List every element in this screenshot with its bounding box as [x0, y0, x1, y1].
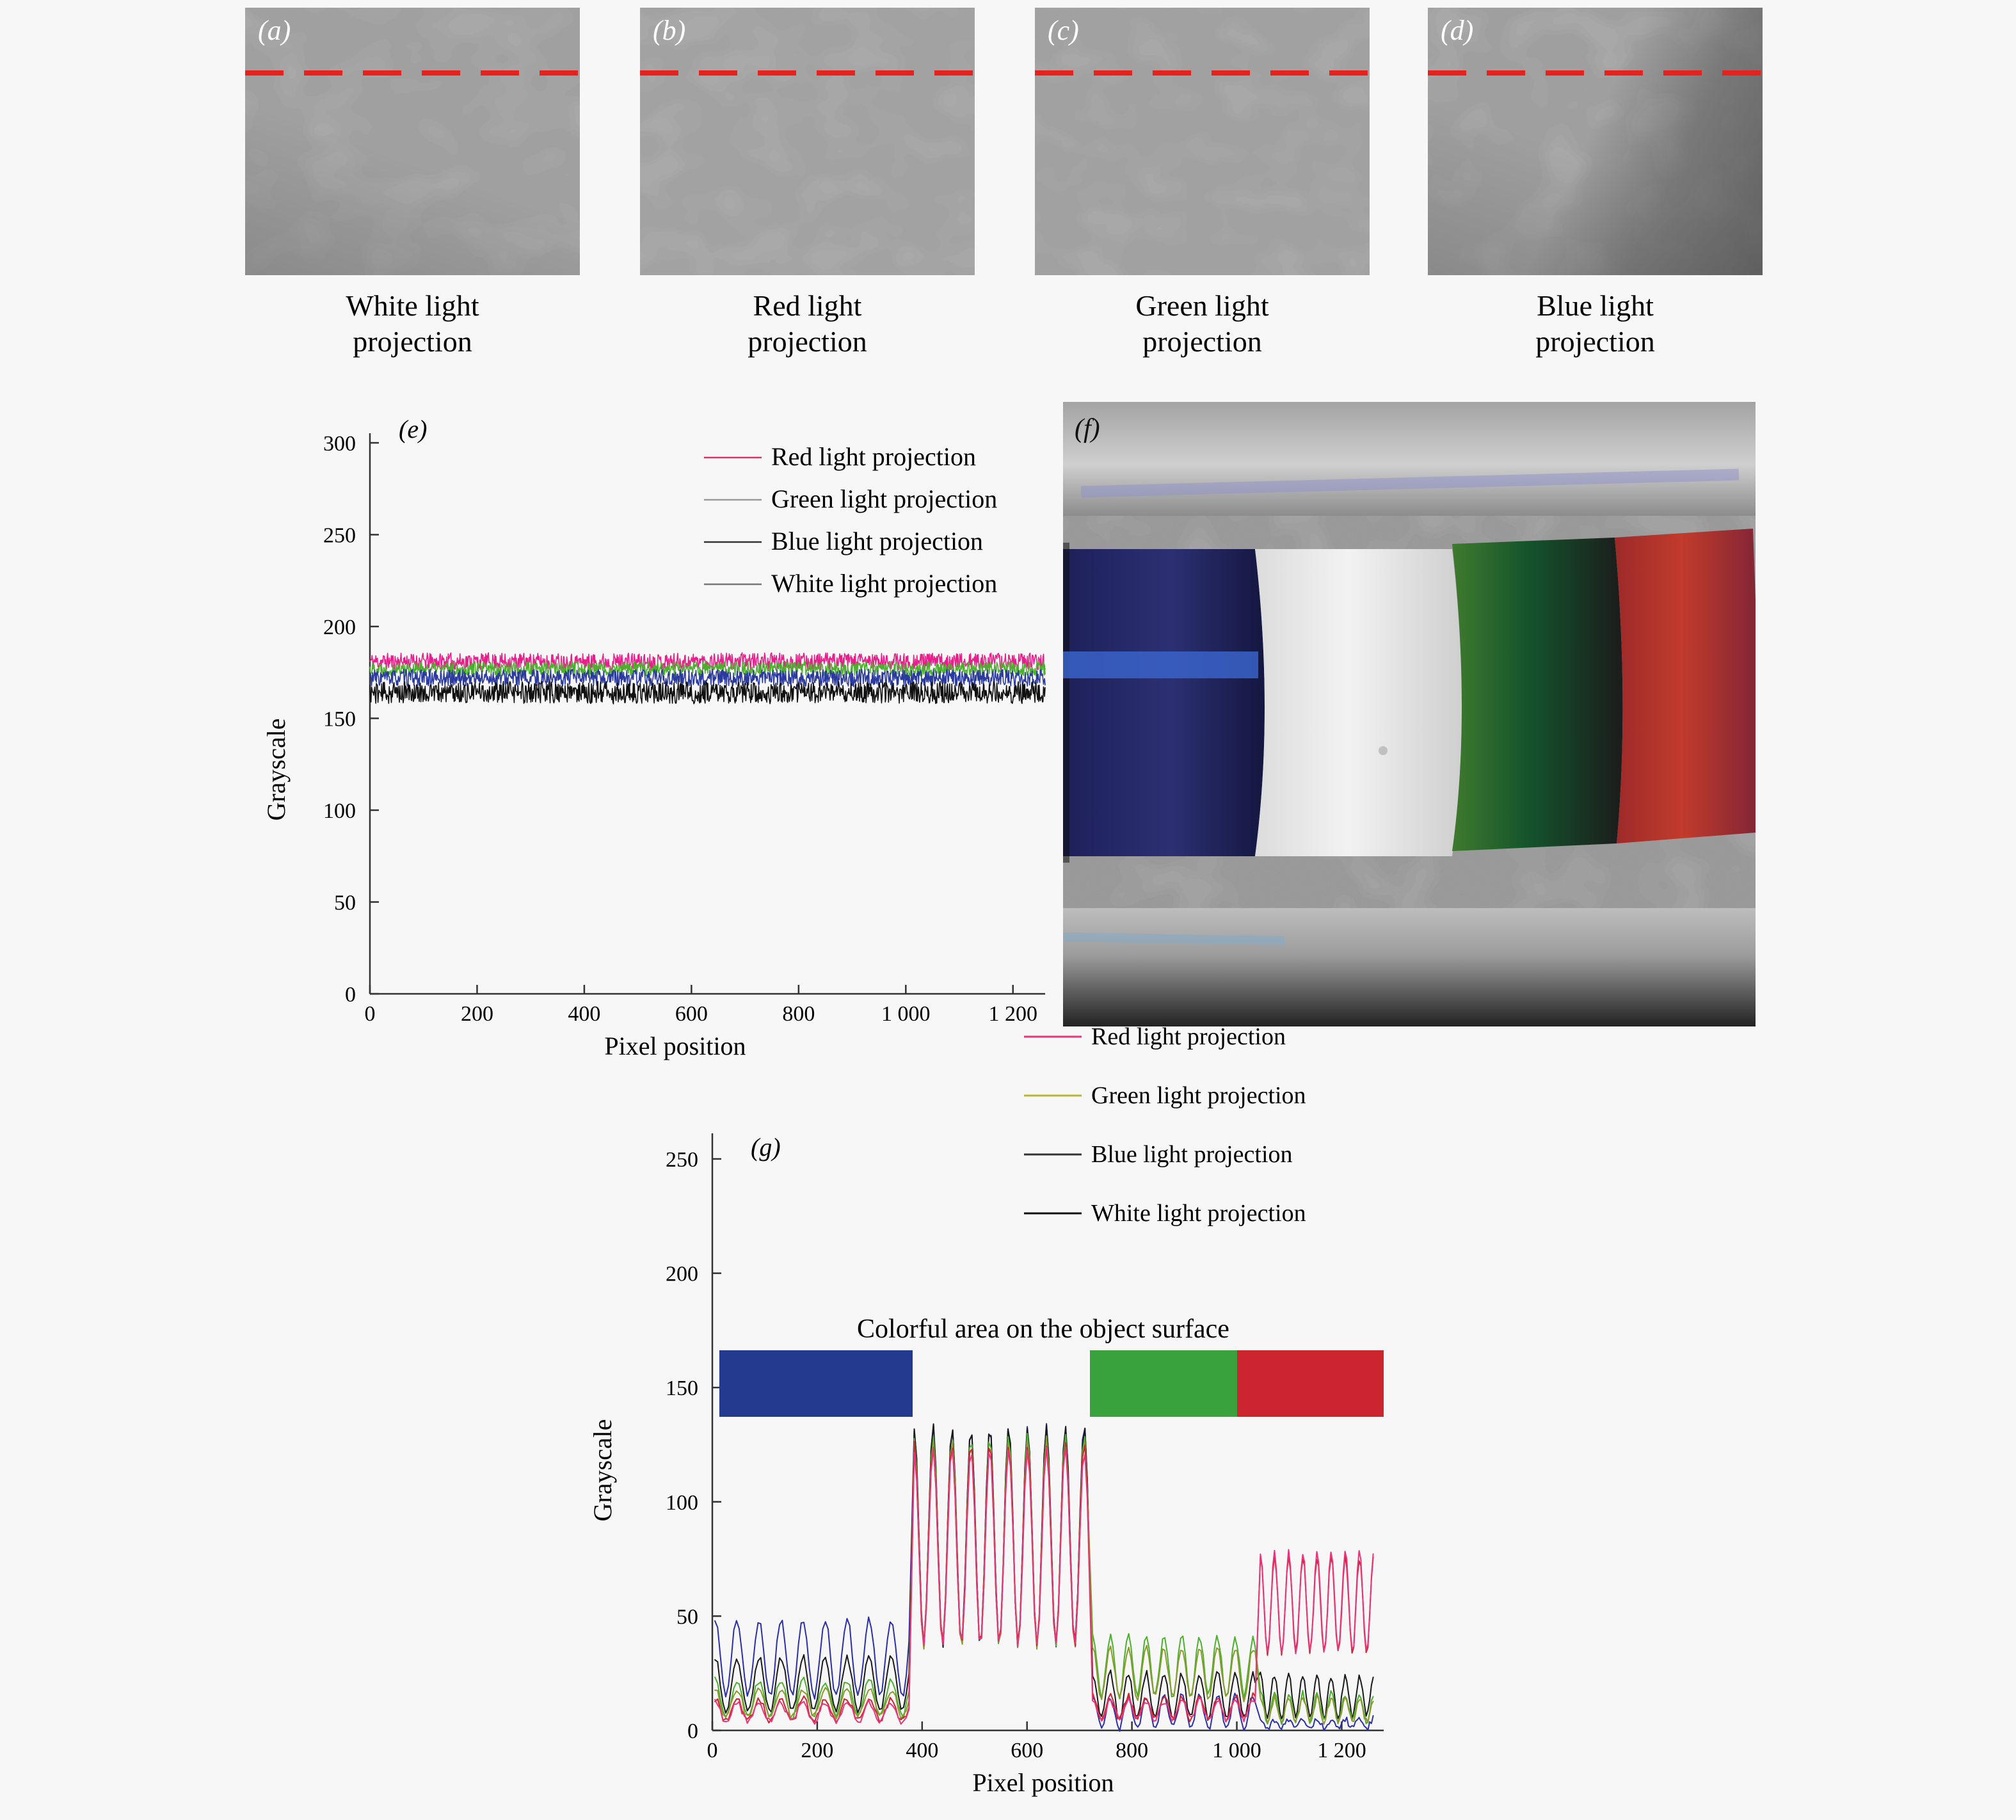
- svg-text:200: 200: [323, 616, 356, 639]
- svg-text:0: 0: [345, 983, 356, 1007]
- svg-text:Blue light projection: Blue light projection: [771, 527, 983, 555]
- svg-text:400: 400: [906, 1739, 938, 1762]
- svg-text:Blue light projection: Blue light projection: [1091, 1141, 1293, 1168]
- svg-text:300: 300: [323, 432, 356, 456]
- svg-text:150: 150: [323, 708, 356, 731]
- svg-text:Pixel position: Pixel position: [972, 1768, 1114, 1797]
- svg-text:1 200: 1 200: [989, 1002, 1038, 1026]
- svg-text:Red light projection: Red light projection: [1091, 1023, 1286, 1050]
- svg-text:250: 250: [323, 524, 356, 548]
- svg-text:Colorful area on the object su: Colorful area on the object surface: [857, 1314, 1229, 1344]
- svg-text:(e): (e): [399, 415, 427, 443]
- svg-text:0: 0: [707, 1739, 718, 1762]
- svg-text:0: 0: [687, 1720, 698, 1743]
- svg-text:100: 100: [666, 1491, 698, 1515]
- svg-text:800: 800: [1116, 1739, 1148, 1762]
- svg-text:Grayscale: Grayscale: [262, 719, 291, 821]
- svg-text:White light projection: White light projection: [1091, 1200, 1306, 1227]
- svg-text:White light projection: White light projection: [771, 569, 997, 598]
- svg-text:Green light projection: Green light projection: [771, 484, 997, 513]
- svg-text:(g): (g): [751, 1133, 781, 1161]
- svg-text:50: 50: [334, 891, 356, 915]
- svg-text:200: 200: [461, 1002, 493, 1026]
- svg-text:0: 0: [365, 1002, 376, 1026]
- svg-text:Pixel position: Pixel position: [604, 1032, 746, 1060]
- svg-text:200: 200: [801, 1739, 833, 1762]
- svg-text:100: 100: [323, 799, 356, 823]
- svg-text:1 200: 1 200: [1317, 1739, 1366, 1762]
- svg-text:Grayscale: Grayscale: [588, 1419, 617, 1522]
- svg-text:1 000: 1 000: [881, 1002, 931, 1026]
- svg-text:600: 600: [1011, 1739, 1043, 1762]
- svg-text:250: 250: [666, 1148, 698, 1172]
- svg-text:200: 200: [666, 1263, 698, 1286]
- svg-text:400: 400: [568, 1002, 600, 1026]
- svg-text:Green light projection: Green light projection: [1091, 1082, 1306, 1109]
- svg-text:150: 150: [666, 1377, 698, 1400]
- svg-text:Red light projection: Red light projection: [771, 442, 976, 471]
- svg-text:600: 600: [675, 1002, 708, 1026]
- svg-text:50: 50: [676, 1605, 698, 1629]
- svg-text:1 000: 1 000: [1212, 1739, 1261, 1762]
- svg-text:800: 800: [782, 1002, 815, 1026]
